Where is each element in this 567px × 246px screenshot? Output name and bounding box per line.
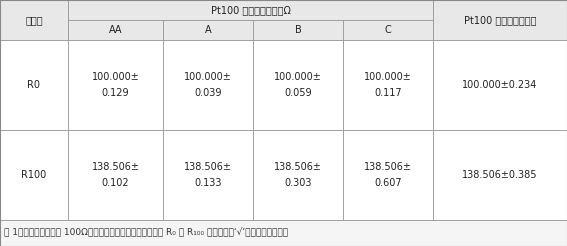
Bar <box>68 40 163 130</box>
Text: 0.303: 0.303 <box>284 178 312 188</box>
Text: 138.506±: 138.506± <box>184 162 232 172</box>
Text: B: B <box>295 25 302 35</box>
Bar <box>0 130 68 220</box>
Text: 100.000±: 100.000± <box>184 72 232 82</box>
Text: 100.000±0.234: 100.000±0.234 <box>462 80 538 90</box>
Text: 0.133: 0.133 <box>194 178 222 188</box>
Text: 0.102: 0.102 <box>101 178 129 188</box>
Text: 138.506±0.385: 138.506±0.385 <box>462 170 538 180</box>
Bar <box>253 40 343 130</box>
Text: C: C <box>384 25 391 35</box>
Text: Pt100 的标称値及允差: Pt100 的标称値及允差 <box>464 15 536 25</box>
Bar <box>0 220 567 246</box>
Bar <box>433 40 567 130</box>
Text: 0.607: 0.607 <box>374 178 402 188</box>
Bar <box>163 130 253 220</box>
Text: 0.059: 0.059 <box>284 88 312 98</box>
Bar <box>253 130 343 220</box>
Text: 0.039: 0.039 <box>194 88 222 98</box>
Text: 138.506±: 138.506± <box>364 162 412 172</box>
Bar <box>68 0 433 20</box>
Text: 检定点: 检定点 <box>25 15 43 25</box>
Text: 注 1：标称电阵値不为 100Ω的其他热电阵，符合允差要求的 R₀ 和 R₁₀₀ 范围只要将‘√’及格中的数値乘以: 注 1：标称电阵値不为 100Ω的其他热电阵，符合允差要求的 R₀ 和 R₁₀₀… <box>4 228 288 238</box>
Bar <box>253 20 343 40</box>
Text: 0.129: 0.129 <box>101 88 129 98</box>
Text: Pt100 的标称値及允差Ω: Pt100 的标称値及允差Ω <box>210 5 290 15</box>
Text: 100.000±: 100.000± <box>92 72 139 82</box>
Text: AA: AA <box>109 25 122 35</box>
Text: 100.000±: 100.000± <box>364 72 412 82</box>
Text: 0.117: 0.117 <box>374 88 402 98</box>
Bar <box>343 40 433 130</box>
Bar <box>433 0 567 40</box>
Text: 138.506±: 138.506± <box>91 162 139 172</box>
Bar <box>0 0 68 40</box>
Bar <box>343 20 433 40</box>
Bar <box>163 40 253 130</box>
Bar <box>343 130 433 220</box>
Bar <box>0 40 68 130</box>
Text: A: A <box>205 25 211 35</box>
Text: 100.000±: 100.000± <box>274 72 322 82</box>
Text: R0: R0 <box>28 80 40 90</box>
Bar <box>68 130 163 220</box>
Text: 138.506±: 138.506± <box>274 162 322 172</box>
Text: R100: R100 <box>22 170 46 180</box>
Bar <box>68 20 163 40</box>
Bar <box>433 130 567 220</box>
Bar <box>163 20 253 40</box>
